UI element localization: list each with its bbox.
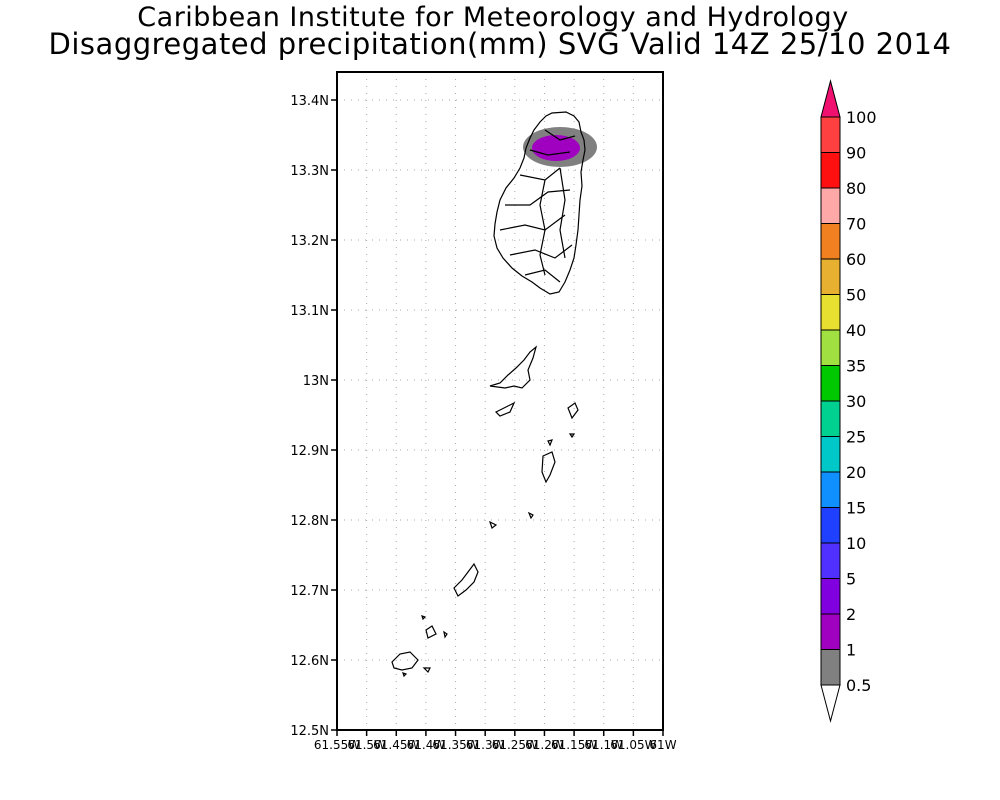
colorbar-segment [820, 400, 841, 437]
lat-tick-label: 13.2N [290, 234, 329, 249]
colorbar-label: 30 [846, 392, 866, 411]
colorbar-segment [820, 578, 841, 615]
lon-tick-label: 61.35W [432, 738, 478, 752]
colorbar-label: 25 [846, 428, 866, 447]
lon-tick-label: 61.15W [551, 738, 597, 752]
lat-tick-label: 13.3N [290, 164, 329, 179]
colorbar-label: 80 [846, 179, 866, 198]
colorbar-segment [820, 258, 841, 295]
colorbar-label: 100 [846, 108, 877, 127]
colorbar-label: 15 [846, 499, 866, 518]
lon-tick-label: 61.2W [525, 738, 564, 752]
lat-tick-label: 12.6N [290, 654, 329, 669]
colorbar-segment [820, 649, 841, 686]
colorbar-segment [820, 152, 841, 189]
colorbar-label: 20 [846, 463, 866, 482]
colorbar-label: 2 [846, 605, 856, 624]
lat-tick-label: 12.5N [290, 724, 329, 739]
lon-tick-label: 61.55W [314, 738, 360, 752]
bequia-island [489, 345, 538, 389]
colorbar-label: 90 [846, 144, 866, 163]
colorbar-label: 40 [846, 321, 866, 340]
colorbar-label: 0.5 [846, 676, 871, 695]
lon-tick-label: 61.25W [492, 738, 538, 752]
precip-shading [523, 127, 597, 167]
colorbar-segment [820, 365, 841, 402]
colorbar-segment [820, 613, 841, 650]
grenadines-islets [391, 401, 579, 678]
colorbar-label: 10 [846, 534, 866, 553]
colorbar-label: 35 [846, 357, 866, 376]
colorbar-segment [820, 294, 841, 331]
lat-tick-label: 12.9N [290, 444, 329, 459]
lat-tick-label: 13.1N [290, 304, 329, 319]
lat-tick-label: 12.8N [290, 514, 329, 529]
title-product: Disaggregated precipitation(mm) SVG Vali… [48, 27, 952, 61]
colorbar-segment [820, 187, 841, 224]
lon-tick-label: 61.45W [373, 738, 419, 752]
colorbar-segment [820, 471, 841, 508]
lat-tick-label: 13.4N [290, 94, 329, 109]
grid-lines [337, 72, 663, 730]
lon-tick-label: 61.4W [407, 738, 446, 752]
colorbar-label: 70 [846, 215, 866, 234]
colorbar-segment [820, 436, 841, 473]
lon-tick-label: 61.5W [347, 738, 386, 752]
colorbar-segment [820, 507, 841, 544]
lat-tick-label: 12.7N [290, 584, 329, 599]
lat-tick-label: 13N [303, 374, 329, 389]
lon-tick-label: 61.3W [466, 738, 505, 752]
lon-tick-label: 61W [649, 738, 676, 752]
colorbar-segment [820, 223, 841, 260]
title-institute: Caribbean Institute for Meteorology and … [137, 2, 849, 33]
colorbar-label: 60 [846, 250, 866, 269]
colorbar-label: 1 [846, 641, 856, 660]
lon-tick-label: 61.05W [610, 738, 656, 752]
plot-area [336, 71, 664, 731]
colorbar-bottom-arrow [820, 684, 841, 723]
saint-vincent-island [493, 111, 586, 295]
colorbar-segment [820, 329, 841, 366]
longitude-axis: 61.55W61.5W61.45W61.4W61.35W61.3W61.25W6… [314, 730, 677, 752]
colorbar-label: 5 [846, 570, 856, 589]
colorbar-segment [820, 116, 841, 153]
plot-frame [336, 71, 664, 731]
colorbar-label: 50 [846, 286, 866, 305]
lon-tick-label: 61.1W [584, 738, 623, 752]
latitude-axis: 13.4N 13.3N 13.2N 13.1N 13N 12.9N 12.8N 12.7N 12… [290, 94, 337, 739]
colorbar-segment [820, 542, 841, 579]
colorbar-top-arrow [820, 79, 841, 118]
